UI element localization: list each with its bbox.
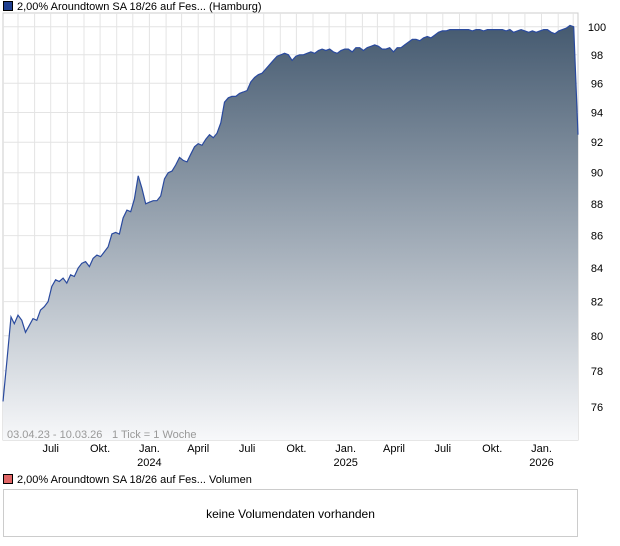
x-tick-label: April — [383, 443, 405, 455]
x-tick-year-label: 2024 — [137, 457, 161, 469]
y-tick-label: 84 — [591, 263, 603, 275]
y-tick-label: 94 — [591, 108, 603, 120]
y-tick-label: 90 — [591, 168, 603, 180]
x-tick-label: Jan. — [139, 443, 160, 455]
no-volume-message: keine Volumendaten vorhanden — [206, 507, 375, 521]
x-tick-label: Juli — [435, 443, 452, 455]
x-tick-label: Okt. — [90, 443, 110, 455]
price-area — [3, 25, 578, 441]
y-tick-label: 88 — [591, 199, 603, 211]
y-tick-label: 98 — [591, 50, 603, 62]
price-series-swatch — [3, 1, 13, 12]
y-tick-label: 76 — [591, 402, 603, 414]
y-tick-label: 80 — [591, 331, 603, 343]
tick-interval-label: 1 Tick = 1 Woche — [112, 429, 196, 441]
price-legend-label: 2,00% Aroundtown SA 18/26 auf Fes... (Ha… — [17, 1, 262, 13]
y-tick-label: 78 — [591, 366, 603, 378]
price-line — [2, 24, 579, 402]
x-tick-label: Okt. — [482, 443, 502, 455]
y-tick-label: 82 — [591, 297, 603, 309]
x-tick-label: Okt. — [286, 443, 306, 455]
y-tick-label: 92 — [591, 137, 603, 149]
date-range-label: 03.04.23 - 10.03.26 — [7, 429, 102, 441]
x-tick-label: Jan. — [335, 443, 356, 455]
x-tick-label: Juli — [42, 443, 59, 455]
x-tick-year-label: 2025 — [333, 457, 357, 469]
x-tick-year-label: 2026 — [529, 457, 553, 469]
y-tick-label: 86 — [591, 231, 603, 243]
x-tick-label: April — [187, 443, 209, 455]
x-tick-label: Juli — [239, 443, 256, 455]
volume-legend-label: 2,00% Aroundtown SA 18/26 auf Fes... Vol… — [17, 474, 252, 486]
y-axis: 76 78 80 82 84 86 88 90 92 94 96 98 100 — [588, 22, 606, 414]
x-axis: Juli Okt. Jan. 2024 April Juli Okt. Jan. 2025 Apr… — [42, 443, 553, 469]
x-tick-label: Jan. — [531, 443, 552, 455]
volume-panel: keine Volumendaten vorhanden — [3, 489, 578, 537]
price-legend: 2,00% Aroundtown SA 18/26 auf Fes... (Ha… — [3, 0, 262, 14]
volume-legend: 2,00% Aroundtown SA 18/26 auf Fes... Vol… — [3, 473, 252, 487]
y-tick-label: 100 — [588, 22, 606, 34]
y-tick-label: 96 — [591, 78, 603, 90]
volume-series-swatch — [3, 474, 13, 485]
price-chart: 76 78 80 82 84 86 88 90 92 94 96 98 100 Juli Okt. Jan.… — [2, 12, 606, 469]
